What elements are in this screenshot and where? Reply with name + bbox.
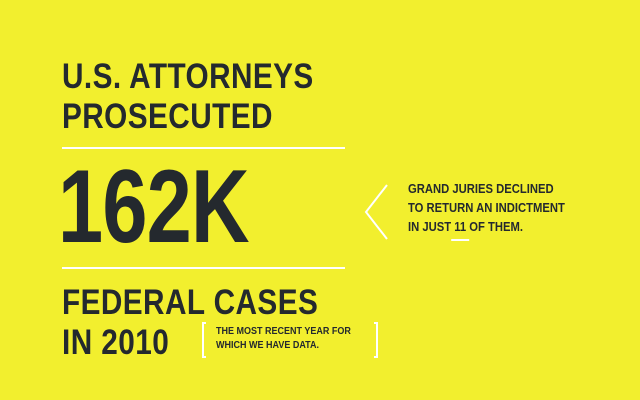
headline: U.S. ATTORNEYS PROSECUTED (62, 57, 314, 137)
side-note-line-1: GRAND JURIES DECLINED (408, 182, 554, 196)
subhead: FEDERAL CASES IN 2010 (62, 283, 318, 363)
bracket-note-line-1: THE MOST RECENT YEAR FOR (216, 326, 351, 337)
side-note-line-3-prefix: IN JUST (408, 220, 455, 234)
chevron-left-icon (364, 184, 388, 240)
subhead-line-1: FEDERAL CASES (62, 283, 319, 322)
headline-line-1: U.S. ATTORNEYS (62, 57, 314, 96)
divider-top (62, 147, 345, 149)
bracket-note: THE MOST RECENT YEAR FOR WHICH WE HAVE D… (202, 322, 378, 362)
side-note-line-3-suffix: OF THEM. (466, 220, 524, 234)
side-note-line-3: IN JUST 11 OF THEM. (408, 218, 565, 241)
side-note: GRAND JURIES DECLINED TO RETURN AN INDIC… (408, 180, 565, 241)
left-bracket (202, 322, 206, 358)
right-bracket (374, 322, 378, 358)
subhead-line-2: IN 2010 (62, 323, 170, 362)
bracket-note-line-2: WHICH WE HAVE DATA. (216, 340, 319, 351)
divider-bottom (62, 267, 345, 269)
headline-line-2: PROSECUTED (62, 97, 273, 136)
highlighted-count: 11 (451, 218, 470, 241)
bracket-note-text: THE MOST RECENT YEAR FOR WHICH WE HAVE D… (216, 325, 351, 353)
big-number: 162K (58, 149, 250, 265)
side-note-line-2: TO RETURN AN INDICTMENT (408, 201, 565, 215)
